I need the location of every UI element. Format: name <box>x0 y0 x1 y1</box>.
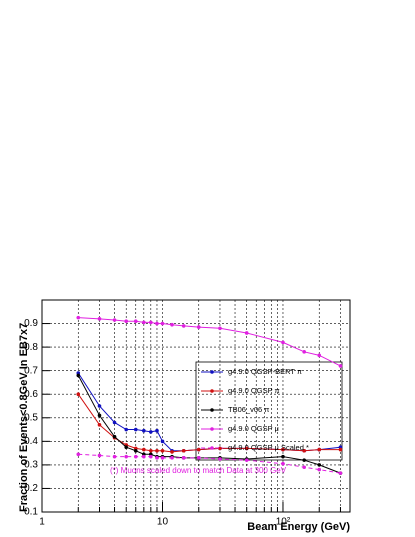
y-tick-label: 0.3 <box>24 460 38 471</box>
legend-label: g4.9.0 QGSP-BERT π <box>228 367 302 376</box>
legend-label: g4.9.0 QGSP μ Scaled * <box>228 443 309 452</box>
data-point <box>317 463 322 467</box>
data-point <box>97 453 102 458</box>
data-point <box>97 423 102 427</box>
data-point <box>124 427 129 432</box>
data-point <box>317 447 322 452</box>
data-point <box>133 427 138 432</box>
data-point <box>112 434 117 439</box>
data-point <box>338 447 343 452</box>
data-point <box>76 373 81 378</box>
x-tick-label: 10² <box>276 517 291 528</box>
y-tick-label: 0.5 <box>24 412 38 423</box>
legend-marker <box>210 427 214 431</box>
data-point <box>76 452 81 457</box>
data-point <box>155 321 159 326</box>
data-point <box>317 467 322 472</box>
data-point <box>281 340 285 345</box>
x-axis-label: Beam Energy (GeV) <box>247 521 350 533</box>
data-point <box>142 428 146 433</box>
data-point <box>124 319 129 324</box>
data-point <box>218 446 222 451</box>
y-axis-label: Fraction of Events<0.8GeV In EB7x7 <box>18 323 30 512</box>
legend-label: g4.9.0 QGSP π <box>228 386 280 395</box>
data-point <box>160 448 165 453</box>
legend-box <box>195 361 343 461</box>
data-point <box>76 315 81 320</box>
series-line <box>77 375 341 474</box>
data-point <box>124 454 129 459</box>
data-point <box>97 413 102 418</box>
data-point <box>338 471 343 475</box>
data-point <box>244 331 249 335</box>
data-point <box>155 456 159 460</box>
data-point <box>196 447 201 452</box>
data-point <box>160 456 165 460</box>
series-line <box>77 393 341 453</box>
data-point <box>302 458 306 462</box>
data-point <box>281 454 285 459</box>
data-point <box>133 448 138 453</box>
data-point <box>181 456 186 460</box>
data-point <box>149 454 153 459</box>
data-point <box>155 428 159 433</box>
y-tick-label: 0.7 <box>24 365 38 376</box>
data-point <box>170 322 174 327</box>
legend-marker <box>210 370 214 374</box>
legend-label: TB06_v06 π <box>228 405 269 414</box>
data-point <box>244 458 249 462</box>
data-point <box>112 454 117 459</box>
y-tick-label: 0.2 <box>24 483 38 494</box>
data-point <box>170 450 174 454</box>
data-point <box>244 446 249 451</box>
data-point <box>149 448 153 453</box>
series-line <box>78 317 341 367</box>
data-point <box>338 364 343 368</box>
legend-label: g4.9.0 QGSP μ <box>228 424 279 433</box>
data-point <box>181 324 186 328</box>
data-point <box>97 404 102 408</box>
data-point <box>160 439 165 444</box>
data-point <box>218 326 222 331</box>
data-point <box>196 325 201 329</box>
data-point <box>160 321 165 326</box>
x-tick-label: 1 <box>39 517 45 528</box>
data-point <box>196 456 201 460</box>
data-point <box>142 454 146 459</box>
annotation: (*) Muons scaled down to match Data at 3… <box>110 466 287 475</box>
data-point <box>218 457 222 461</box>
data-point <box>181 448 186 453</box>
data-point <box>112 420 117 425</box>
data-point <box>170 456 174 460</box>
data-point <box>317 353 322 358</box>
data-point <box>281 447 285 452</box>
data-point <box>302 448 306 453</box>
data-point <box>142 447 146 452</box>
data-point <box>281 461 285 466</box>
data-point <box>133 319 138 324</box>
x-tick-label: 10 <box>157 517 169 528</box>
y-tick-label: 0.6 <box>24 389 38 400</box>
data-point <box>76 392 81 397</box>
data-point <box>149 320 153 325</box>
data-point <box>302 465 306 470</box>
data-point <box>112 318 117 322</box>
y-tick-label: 0.1 <box>24 507 38 518</box>
legend-marker <box>210 446 214 450</box>
data-point <box>124 445 129 450</box>
data-point <box>133 454 138 459</box>
legend-marker <box>210 408 214 412</box>
legend-marker <box>210 389 214 393</box>
data-point <box>302 350 306 354</box>
y-tick-label: 0.9 <box>24 318 38 329</box>
data-point <box>149 430 153 434</box>
data-point <box>97 317 102 321</box>
data-point <box>155 448 159 453</box>
data-point <box>142 320 146 325</box>
y-tick-label: 0.8 <box>24 342 38 353</box>
y-tick-label: 0.4 <box>24 436 38 447</box>
